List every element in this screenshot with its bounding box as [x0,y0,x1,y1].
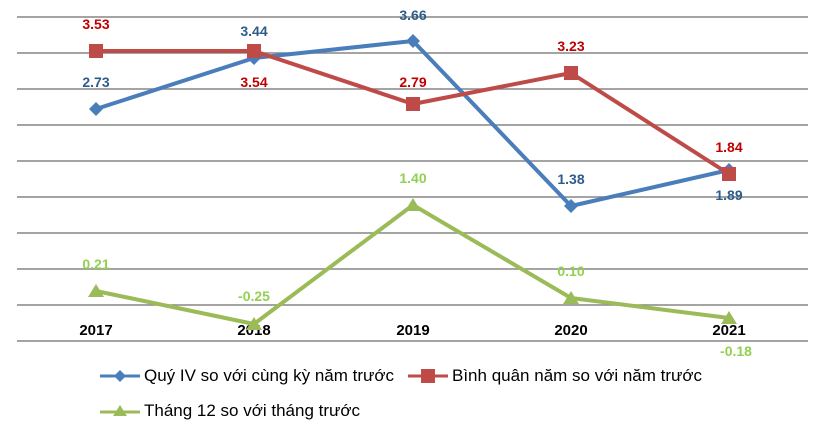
x-axis-label: 2019 [396,322,429,339]
x-axis-label: 2020 [554,322,587,339]
data-label: 3.44 [240,23,267,39]
data-label: 3.23 [557,38,584,54]
data-label: 0.21 [82,256,109,272]
data-label: 1.84 [715,139,742,155]
series-line [96,49,731,176]
data-label: 2.79 [399,74,426,90]
data-label: 1.89 [715,187,742,203]
legend-item-december: Tháng 12 so với tháng trước [98,401,360,421]
triangle-marker-icon [88,284,104,297]
legend-item-annual-average: Bình quân năm so với năm trước [406,366,702,386]
x-axis-label: 2018 [237,322,270,339]
diamond-marker-icon [564,199,578,213]
data-label: 3.66 [399,7,426,23]
legend-label: Quý IV so với cùng kỳ năm trước [144,366,395,385]
triangle-marker-icon [246,317,262,330]
x-axis-labels: 2017 2018 2019 2020 2021 [79,322,745,339]
series-line [95,203,730,326]
data-label: 3.54 [240,74,267,90]
x-axis-label: 2021 [712,322,745,339]
data-label: -0.18 [720,343,752,359]
legend-item-quarter-iv: Quý IV so với cùng kỳ năm trước [98,366,394,386]
legend-label: Tháng 12 so với tháng trước [144,401,361,420]
data-label: -0.25 [238,288,270,304]
diamond-marker-icon [89,102,103,116]
data-labels: 2.73 3.44 3.66 1.38 1.89 3.53 3.54 2.79 3.23 1.84… [82,7,752,359]
x-axis-label: 2017 [79,322,112,339]
series-markers [88,34,737,330]
triangle-marker-icon [563,291,579,304]
square-marker-icon [89,44,103,58]
legend-label: Bình quân năm so với năm trước [452,366,703,385]
diamond-marker-icon [406,34,420,48]
square-line-icon [408,369,448,383]
square-marker-icon [406,97,420,111]
square-marker-icon [564,66,578,80]
data-label: 3.53 [82,16,109,32]
triangle-marker-icon [721,311,737,324]
data-label: 2.73 [82,74,109,90]
triangle-line-icon [100,405,140,416]
triangle-marker-icon [405,198,421,211]
data-label: 1.40 [399,170,426,186]
square-marker-icon [722,167,736,181]
data-label: 0.10 [557,263,584,279]
diamond-line-icon [100,370,140,382]
square-marker-icon [247,44,261,58]
data-label: 1.38 [557,171,584,187]
